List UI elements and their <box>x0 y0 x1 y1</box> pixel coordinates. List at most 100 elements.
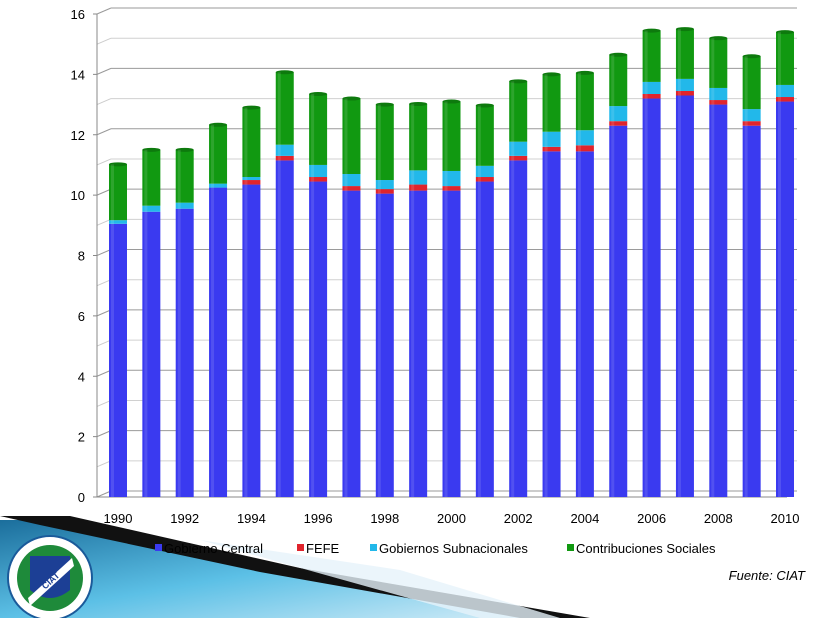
bar-segment-fefe <box>442 186 461 191</box>
bar-segment-contribuciones-sociales <box>742 56 761 110</box>
bar-highlight <box>644 30 648 498</box>
x-tick-label: 1998 <box>370 511 399 526</box>
bar-segment-fefe <box>642 93 661 99</box>
bar-segment-contribuciones-sociales <box>542 74 561 132</box>
bar-highlight <box>144 149 148 497</box>
bar-segment-gobiernos-subnacionales <box>175 202 194 209</box>
bar-segment-contribuciones-sociales <box>709 38 728 88</box>
bar-top-cap <box>375 102 394 107</box>
grid-depth-line-minor <box>96 339 112 347</box>
x-tick-label: 1992 <box>170 511 199 526</box>
x-tick-label: 2006 <box>637 511 666 526</box>
decorative-swoosh-dark <box>0 516 590 618</box>
x-tick-label: 1994 <box>237 511 266 526</box>
legend-label: Gobierno Central <box>164 541 263 556</box>
bar-highlight <box>277 72 281 497</box>
bar-segment-gobierno-central <box>542 151 561 497</box>
legend-swatch <box>370 544 377 551</box>
y-tick-label: 12 <box>71 128 85 143</box>
legend-label: Contribuciones Sociales <box>576 541 716 556</box>
bar-segment-gobierno-central <box>175 208 194 497</box>
bar-segment-fefe <box>509 155 528 161</box>
bar-segment-fefe <box>709 100 728 105</box>
bar-segment-contribuciones-sociales <box>375 104 394 181</box>
bar-segment-gobierno-central <box>709 104 728 497</box>
bar-segment-contribuciones-sociales <box>309 93 328 165</box>
bar-segment-gobiernos-subnacionales <box>509 141 528 156</box>
grid-depth-line <box>96 128 112 136</box>
bar-top-cap <box>175 147 194 152</box>
bar-segment-gobiernos-subnacionales <box>342 173 361 187</box>
bar-highlight <box>244 107 248 498</box>
source-note: Fuente: CIAT <box>729 568 806 583</box>
legend-swatch <box>567 544 574 551</box>
y-tick-label: 0 <box>78 490 85 505</box>
decorative-swoosh-light <box>200 540 560 618</box>
x-tick-label: 2000 <box>437 511 466 526</box>
bar-top-cap <box>275 70 294 75</box>
y-tick-label: 8 <box>78 249 85 264</box>
bar-top-cap <box>609 52 628 57</box>
grid-depth-line-minor <box>96 399 112 407</box>
bar-segment-gobierno-central <box>675 95 694 497</box>
bar-segment-gobiernos-subnacionales <box>142 205 161 212</box>
bar-highlight <box>711 38 715 498</box>
bar-highlight <box>311 93 315 497</box>
bar-segment-contribuciones-sociales <box>242 107 261 178</box>
y-tick-label: 14 <box>71 67 85 82</box>
bar-segment-fefe <box>675 90 694 96</box>
bar-segment-gobierno-central <box>609 125 628 497</box>
grid-depth-line <box>96 7 112 15</box>
bar-segment-gobiernos-subnacionales <box>575 130 594 146</box>
bar-segment-gobiernos-subnacionales <box>709 87 728 101</box>
bar-segment-gobierno-central <box>109 223 127 497</box>
bar-segment-fefe <box>309 177 328 182</box>
bar-top-cap <box>209 122 228 127</box>
bar-segment-contribuciones-sociales <box>142 149 161 206</box>
bar-top-cap <box>509 79 528 84</box>
bar-segment-gobierno-central <box>742 125 761 497</box>
bar-top-cap <box>109 162 127 167</box>
bar-segment-contribuciones-sociales <box>209 124 228 184</box>
bar-top-cap <box>742 54 761 59</box>
bar-segment-contribuciones-sociales <box>642 30 661 82</box>
legend-swatch <box>297 544 304 551</box>
bar-highlight <box>444 101 448 497</box>
x-tick-label: 1990 <box>104 511 133 526</box>
bar-highlight <box>544 74 548 497</box>
bar-segment-gobiernos-subnacionales <box>776 84 794 98</box>
bar-top-cap <box>475 103 494 108</box>
bar-segment-gobierno-central <box>309 181 328 497</box>
bar-top-cap <box>442 99 461 104</box>
bar-segment-gobiernos-subnacionales <box>742 109 761 122</box>
bar-segment-gobiernos-subnacionales <box>542 131 561 147</box>
bar-segment-fefe <box>542 146 561 152</box>
legend-swatch <box>155 544 162 551</box>
bar-segment-gobierno-central <box>409 190 428 498</box>
bar-segment-fefe <box>742 121 761 126</box>
bar-segment-fefe <box>609 121 628 126</box>
bar-top-cap <box>242 105 261 110</box>
bar-segment-gobiernos-subnacionales <box>242 177 261 181</box>
bar-segment-contribuciones-sociales <box>776 32 794 85</box>
grid-depth-line-minor <box>96 218 112 226</box>
bar-segment-fefe <box>776 97 794 102</box>
bar-segment-contribuciones-sociales <box>409 103 428 171</box>
bar-segment-gobierno-central <box>776 101 794 497</box>
bar-segment-contribuciones-sociales <box>175 149 194 203</box>
bar-top-cap <box>409 101 428 106</box>
bar-segment-gobiernos-subnacionales <box>475 165 494 178</box>
bar-segment-fefe <box>575 145 594 152</box>
x-tick-label: 2004 <box>570 511 599 526</box>
y-tick-label: 4 <box>78 369 85 384</box>
bar-segment-fefe <box>409 184 428 191</box>
bar-highlight <box>411 103 415 498</box>
bar-segment-fefe <box>275 155 294 161</box>
bar-segment-gobiernos-subnacionales <box>675 78 694 91</box>
bar-segment-gobiernos-subnacionales <box>642 81 661 94</box>
grid-depth-line-minor <box>96 98 112 106</box>
grid-depth-line <box>96 188 112 196</box>
bar-segment-gobiernos-subnacionales <box>275 144 294 156</box>
